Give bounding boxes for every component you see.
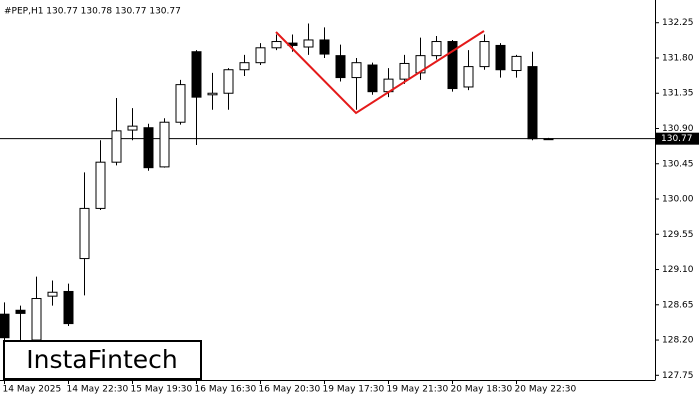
last-price-box <box>656 132 699 145</box>
watermark-box <box>3 340 202 380</box>
y-tick-label: 129.10 <box>662 265 694 275</box>
candle-body <box>335 55 346 79</box>
y-tick-label: 131.35 <box>662 89 694 99</box>
x-tick-label: 14 May 22:30 <box>67 385 129 395</box>
candle-body <box>271 41 282 49</box>
candle-body <box>95 161 106 209</box>
candle-body <box>543 138 554 141</box>
candle-body <box>303 39 314 48</box>
candle-body <box>479 41 490 68</box>
candle-body <box>255 47 266 64</box>
candle-body <box>431 41 442 57</box>
candle-body <box>31 298 42 341</box>
candle-body <box>47 291 58 297</box>
watermark: InstaFintech <box>26 345 178 374</box>
chart-header: #PEP,H1 130.77 130.78 130.77 130.77 <box>4 7 181 17</box>
candle-body <box>111 130 122 163</box>
candle-body <box>463 66 474 88</box>
y-tick-label: 130.00 <box>662 195 694 205</box>
candle-body <box>175 84 186 123</box>
candle-body <box>15 309 26 314</box>
x-tick-label: 19 May 17:30 <box>323 385 385 395</box>
last-price-label: 130.77 <box>661 134 693 144</box>
candle-body <box>351 62 362 79</box>
candle-body <box>143 127 154 169</box>
candle-body <box>495 44 506 71</box>
y-tick-label: 132.25 <box>662 18 694 28</box>
candle-body <box>239 62 250 71</box>
candle-body <box>319 39 330 55</box>
x-tick-label: 14 May 2025 <box>3 385 62 395</box>
candle-body <box>79 207 90 260</box>
y-tick-label: 130.90 <box>662 124 694 134</box>
candle-body <box>207 92 218 96</box>
y-tick-label: 128.65 <box>662 300 694 310</box>
y-tick-label: 128.20 <box>662 336 694 346</box>
x-tick-label: 16 May 20:30 <box>259 385 321 395</box>
candle-body <box>399 62 410 80</box>
candle-body <box>527 66 538 140</box>
candle-body <box>511 55 522 72</box>
candle-body <box>159 121 170 168</box>
y-tick-label: 129.55 <box>662 230 694 240</box>
x-tick-label: 20 May 18:30 <box>451 385 513 395</box>
candle-body <box>367 64 378 93</box>
candle-body <box>127 125 138 131</box>
y-tick-label: 130.45 <box>662 159 694 169</box>
x-tick-label: 16 May 16:30 <box>195 385 257 395</box>
candle-body <box>447 41 458 90</box>
x-tick-label: 20 May 22:30 <box>515 385 577 395</box>
candle-body <box>63 290 74 325</box>
candle-body <box>0 313 10 339</box>
y-tick-label: 127.75 <box>662 371 694 381</box>
x-tick-label: 19 May 21:30 <box>387 385 449 395</box>
y-tick-label: 131.80 <box>662 53 694 63</box>
candle-body <box>223 69 234 94</box>
double-top-pattern <box>275 30 485 115</box>
candle-body <box>191 51 202 98</box>
x-tick-label: 15 May 19:30 <box>131 385 193 395</box>
